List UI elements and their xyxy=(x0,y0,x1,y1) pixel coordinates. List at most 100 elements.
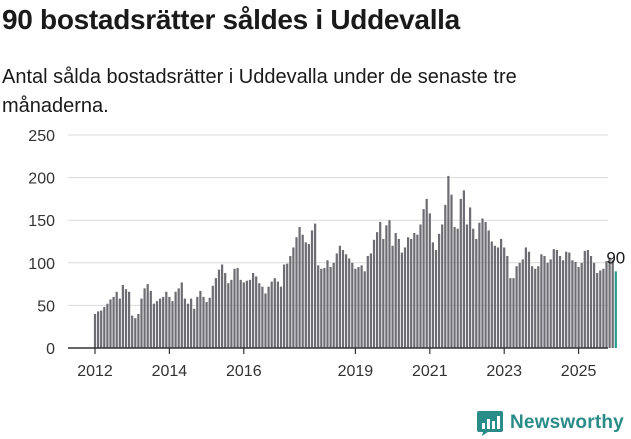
bar xyxy=(146,284,149,348)
bar xyxy=(103,307,106,348)
bar xyxy=(183,298,187,348)
bar xyxy=(162,296,165,348)
bar xyxy=(121,284,125,348)
bar xyxy=(115,291,118,348)
bar xyxy=(602,268,605,348)
bar xyxy=(496,247,500,348)
bar xyxy=(524,247,528,348)
bar xyxy=(515,266,518,348)
bar xyxy=(224,273,227,348)
bar xyxy=(565,251,568,348)
bar xyxy=(441,224,444,348)
bar xyxy=(459,198,462,348)
bar xyxy=(174,291,177,348)
bar xyxy=(332,262,335,348)
bar xyxy=(416,234,419,348)
bar xyxy=(109,299,112,348)
bar xyxy=(255,276,258,348)
bar xyxy=(326,260,329,348)
bar xyxy=(543,255,546,348)
bar xyxy=(611,260,614,348)
bar xyxy=(205,301,208,348)
x-tick-label: 2014 xyxy=(152,363,188,380)
bar xyxy=(372,239,376,348)
bar xyxy=(118,298,121,348)
bar xyxy=(286,263,289,348)
bar-chart: 0 50 100 150 200 250 2012 2014 2016 2019 2021 2023 2… xyxy=(28,128,625,380)
bar xyxy=(589,255,593,348)
bar xyxy=(596,273,599,348)
bar xyxy=(360,265,363,348)
bar xyxy=(242,282,245,348)
bar xyxy=(289,255,292,348)
bar xyxy=(592,262,596,348)
bar xyxy=(512,278,515,348)
bar xyxy=(106,303,109,348)
bar xyxy=(344,254,348,348)
bar xyxy=(341,250,345,348)
bar xyxy=(425,198,428,348)
bar xyxy=(282,264,286,348)
bar xyxy=(131,315,134,348)
bar xyxy=(406,237,410,348)
y-tick-label: 250 xyxy=(28,128,55,145)
y-tick-label: 200 xyxy=(28,171,55,188)
bar xyxy=(493,245,497,348)
bar xyxy=(193,308,196,348)
bar xyxy=(310,230,314,348)
bar xyxy=(233,268,236,348)
bar xyxy=(307,244,311,348)
bar xyxy=(571,260,574,348)
bar xyxy=(258,283,261,348)
bar xyxy=(465,224,469,348)
bar xyxy=(354,268,357,348)
y-tick-label: 150 xyxy=(28,213,55,230)
bar xyxy=(279,286,283,348)
bar xyxy=(158,298,162,348)
bar xyxy=(490,241,493,348)
bar xyxy=(155,301,159,348)
bar xyxy=(366,255,369,348)
value-label: 90 xyxy=(606,248,625,267)
bar xyxy=(348,258,351,348)
bar-highlight xyxy=(614,271,617,348)
bar xyxy=(211,285,214,348)
bar xyxy=(230,279,233,348)
y-tick-label: 0 xyxy=(46,341,55,358)
bar xyxy=(239,279,242,348)
bar xyxy=(375,232,379,348)
bar xyxy=(444,204,447,348)
bar xyxy=(137,313,140,348)
bar xyxy=(369,253,373,348)
bar xyxy=(177,288,180,348)
bar xyxy=(196,296,199,348)
bar xyxy=(583,250,586,348)
bar xyxy=(534,268,537,348)
bar xyxy=(530,266,534,348)
bar xyxy=(276,281,280,348)
bar xyxy=(335,253,338,348)
bar xyxy=(410,238,413,348)
bar xyxy=(270,281,273,348)
bar xyxy=(124,289,128,348)
bar xyxy=(450,194,453,348)
bar xyxy=(227,283,230,348)
bar xyxy=(549,259,552,348)
bar xyxy=(385,225,388,348)
bar xyxy=(220,264,224,348)
bar xyxy=(431,242,435,348)
bar xyxy=(320,268,323,348)
labels: 0 50 100 150 200 250 2012 2014 2016 2019 2021 2023 2… xyxy=(28,128,625,380)
bar xyxy=(475,238,478,348)
bar xyxy=(186,303,190,348)
bar xyxy=(478,222,481,348)
bar xyxy=(338,245,342,348)
bar xyxy=(400,252,404,348)
bar xyxy=(96,311,100,348)
bar xyxy=(379,221,382,348)
bar xyxy=(555,250,559,348)
y-tick-label: 50 xyxy=(37,298,55,315)
bar xyxy=(481,218,484,348)
x-tick-label: 2021 xyxy=(412,363,448,380)
bar xyxy=(397,238,400,348)
